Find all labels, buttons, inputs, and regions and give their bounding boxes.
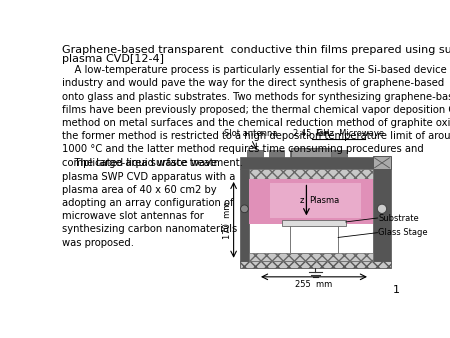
Text: Glass Stage: Glass Stage [378, 228, 428, 237]
Circle shape [241, 205, 248, 213]
Text: 170  mm: 170 mm [223, 201, 232, 239]
Polygon shape [332, 150, 347, 158]
Polygon shape [290, 224, 338, 253]
Polygon shape [249, 169, 373, 179]
Text: A low-temperature process is particularly essential for the Si-based device
indu: A low-temperature process is particularl… [62, 65, 450, 168]
Polygon shape [240, 169, 249, 261]
Text: Plasma: Plasma [309, 196, 339, 205]
Text: z: z [300, 196, 304, 205]
Polygon shape [290, 150, 305, 158]
Polygon shape [240, 158, 373, 169]
Polygon shape [373, 169, 391, 261]
Circle shape [378, 204, 387, 213]
Polygon shape [373, 156, 391, 169]
Polygon shape [269, 150, 284, 158]
Polygon shape [291, 148, 331, 158]
Polygon shape [249, 179, 373, 224]
Polygon shape [249, 253, 373, 261]
Text: 2.45  GHz  Microwave: 2.45 GHz Microwave [292, 129, 384, 138]
Polygon shape [270, 183, 361, 218]
Text: Fan: Fan [315, 129, 330, 138]
Polygon shape [248, 150, 263, 158]
Text: 1: 1 [392, 285, 400, 295]
Text: 255  mm: 255 mm [295, 280, 333, 289]
Polygon shape [311, 150, 326, 158]
Text: plasma CVD[12-4]: plasma CVD[12-4] [62, 54, 164, 65]
Polygon shape [240, 261, 391, 268]
Polygon shape [282, 220, 346, 225]
Text: Substrate: Substrate [378, 214, 419, 222]
Text: The large-area surface wave
plasma SWP CVD apparatus with a
plasma area of 40 x : The large-area surface wave plasma SWP C… [62, 159, 237, 247]
Text: Graphene-based transparent  conductive thin films prepared using surface wave: Graphene-based transparent conductive th… [62, 45, 450, 55]
Text: Slot antenna: Slot antenna [225, 129, 278, 138]
